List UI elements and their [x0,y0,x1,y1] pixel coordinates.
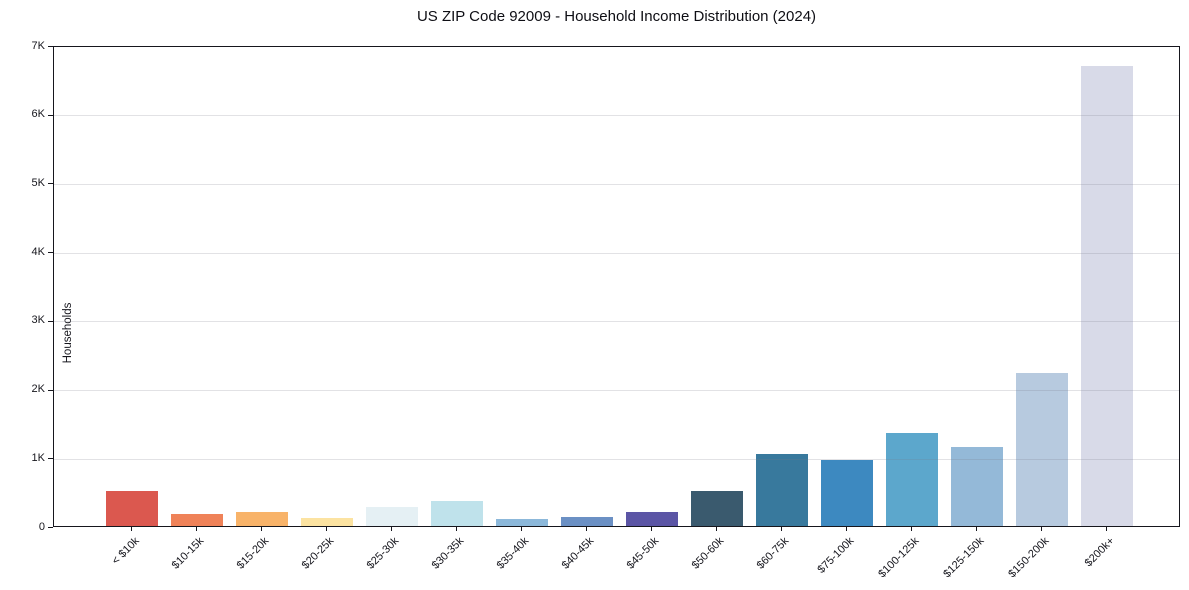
plot-area: Households [53,46,1180,527]
x-tick-mark [976,527,977,531]
bar-< $10k [106,490,158,526]
x-tick-label: $125-150k [941,535,987,581]
y-tick-mark [48,252,53,254]
bar-$150-200k [1016,372,1068,526]
gridline-3000 [54,321,1179,323]
x-tick-label: $45-50k [624,535,662,572]
x-tick-label: $150-200k [1006,535,1052,581]
x-tick-label: $200k+ [1082,535,1117,570]
y-tick-mark [48,527,53,528]
bar-$30-35k [431,501,483,526]
bar-$200k+ [1081,66,1133,526]
x-tick-label: $40-45k [559,535,597,572]
bar-$10-15k [171,513,223,526]
chart-title: US ZIP Code 92009 - Household Income Dis… [416,8,817,25]
bar-$25-30k [366,506,418,526]
x-tick-label: $30-35k [429,535,467,572]
x-tick-mark [456,527,457,531]
x-tick-label: $50-60k [689,535,727,572]
x-tick-mark [391,527,392,531]
y-tick-mark [48,114,53,116]
x-tick-mark [716,527,717,531]
y-tick-label: 3K [31,314,45,327]
y-tick-mark [48,46,53,47]
bar-$15-20k [236,511,288,526]
x-tick-mark [1106,527,1107,531]
x-tick-label: $10-15k [169,535,207,572]
bar-$35-40k [496,518,548,526]
x-tick-label: $20-25k [299,535,337,572]
y-tick-label: 0 [38,520,45,533]
gridline-2000 [54,390,1179,392]
x-tick-mark [781,527,782,531]
x-tick-label: $100-125k [876,535,922,581]
y-tick-mark [48,320,53,322]
bar-$20-25k [301,518,353,526]
y-tick-mark [48,183,53,185]
y-tick-label: 4K [31,245,45,258]
x-tick-mark [586,527,587,531]
y-tick-label: 1K [31,451,45,464]
x-tick-mark [131,527,132,531]
x-tick-label: < $10k [109,535,142,568]
x-tick-mark [911,527,912,531]
x-tick-label: $75-100k [815,535,857,576]
bar-$50-60k [691,490,743,526]
x-tick-label: $60-75k [754,535,792,572]
y-tick-label: 5K [31,176,45,189]
y-tick-mark [48,458,53,460]
bar-$100-125k [886,432,938,526]
y-tick-label: 7K [31,39,45,52]
x-tick-mark [261,527,262,531]
x-tick-label: $35-40k [494,535,532,572]
x-tick-mark [521,527,522,531]
bar-$60-75k [756,454,808,526]
x-tick-label: $15-20k [234,535,272,572]
bar-$125-150k [951,446,1003,526]
y-tick-mark [48,389,53,391]
x-tick-mark [651,527,652,531]
gridline-5000 [54,183,1179,185]
gridline-6000 [54,115,1179,117]
bar-$40-45k [561,516,613,526]
gridline-1000 [54,458,1179,460]
x-tick-label: $25-30k [364,535,402,572]
x-tick-mark [846,527,847,531]
x-tick-mark [196,527,197,531]
bar-$45-50k [626,511,678,526]
y-tick-label: 2K [31,383,45,396]
bar-$75-100k [821,459,873,526]
x-tick-mark [1041,527,1042,531]
y-tick-label: 6K [31,108,45,121]
x-tick-mark [326,527,327,531]
gridline-4000 [54,252,1179,254]
y-axis-title: Households [62,302,74,364]
